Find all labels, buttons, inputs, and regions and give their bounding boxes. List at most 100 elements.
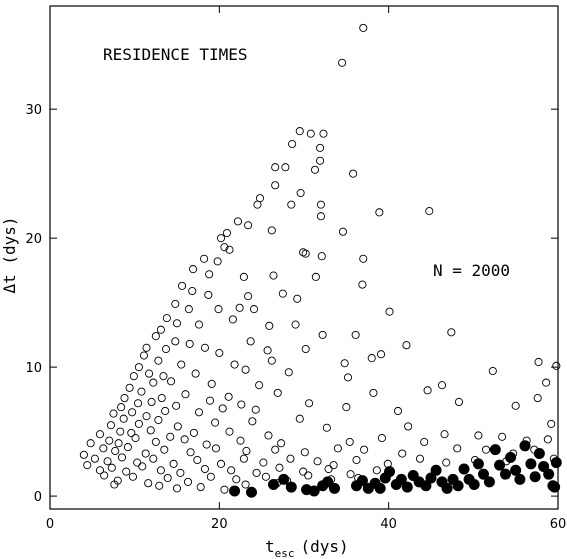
open-data-point — [128, 472, 138, 481]
open-data-point — [533, 394, 542, 403]
open-data-point — [351, 330, 360, 339]
open-data-point — [338, 227, 347, 236]
open-data-point — [181, 390, 190, 399]
open-data-point — [271, 181, 280, 190]
open-data-point — [105, 436, 114, 445]
open-data-point — [345, 437, 354, 446]
open-data-point — [239, 454, 248, 463]
open-data-point — [252, 468, 261, 477]
open-data-point — [246, 337, 255, 346]
open-data-point — [220, 485, 229, 494]
filled-data-point — [468, 478, 480, 490]
open-circle-series — [79, 23, 561, 494]
filled-data-point — [452, 480, 464, 492]
open-data-point — [342, 403, 351, 412]
open-data-point — [305, 399, 314, 408]
open-data-point — [230, 360, 239, 369]
filled-data-point — [356, 475, 368, 487]
open-data-point — [144, 479, 153, 488]
open-data-point — [244, 292, 253, 301]
filled-data-point — [441, 482, 453, 494]
open-data-point — [161, 345, 171, 354]
open-data-point — [442, 458, 451, 467]
x-tick-label: 20 — [211, 517, 228, 532]
open-data-point — [359, 23, 368, 32]
open-data-point — [200, 464, 209, 474]
open-data-point — [178, 281, 187, 290]
open-data-point — [107, 463, 116, 472]
open-data-point — [134, 363, 143, 372]
open-data-point — [156, 466, 165, 475]
open-data-point — [248, 417, 257, 426]
open-data-point — [324, 464, 333, 474]
open-data-point — [116, 427, 125, 436]
open-data-point — [319, 129, 328, 138]
open-data-point — [194, 408, 204, 417]
open-data-point — [333, 444, 342, 453]
open-data-point — [160, 445, 169, 454]
open-data-point — [134, 399, 143, 408]
x-axis-title: tesc (dys) — [265, 537, 349, 559]
filled-data-point — [430, 464, 442, 476]
open-data-point — [360, 445, 369, 454]
open-data-point — [316, 143, 325, 152]
open-data-point — [511, 401, 520, 410]
open-data-point — [241, 365, 250, 374]
open-data-point — [425, 207, 434, 216]
open-data-point — [398, 449, 407, 458]
open-data-point — [296, 188, 305, 198]
open-data-point — [293, 294, 302, 303]
open-data-point — [447, 328, 456, 337]
open-data-point — [311, 272, 320, 281]
open-data-point — [205, 396, 215, 405]
annotation-n: N = 2000 — [433, 261, 510, 280]
open-data-point — [349, 169, 358, 178]
x-tick-label: 40 — [380, 517, 397, 532]
open-data-point — [189, 428, 198, 437]
open-data-point — [369, 388, 378, 397]
open-data-point — [119, 414, 128, 423]
open-data-point — [225, 245, 234, 254]
open-data-point — [543, 435, 552, 444]
open-data-point — [114, 439, 123, 448]
open-data-point — [310, 165, 320, 174]
open-data-point — [316, 212, 325, 221]
filled-data-point — [505, 451, 517, 463]
open-data-point — [127, 428, 136, 437]
open-data-point — [255, 381, 264, 390]
open-data-point — [117, 453, 127, 462]
open-data-point — [216, 234, 226, 243]
open-data-point — [235, 303, 244, 312]
open-data-point — [186, 448, 195, 457]
open-data-point — [377, 434, 386, 443]
open-data-point — [281, 163, 290, 172]
open-data-point — [239, 272, 248, 281]
open-data-point — [236, 436, 245, 445]
open-data-point — [206, 472, 215, 481]
open-data-point — [367, 354, 376, 363]
filled-data-point — [374, 482, 386, 494]
filled-data-point — [268, 478, 280, 490]
open-data-point — [286, 454, 295, 463]
open-data-point — [359, 254, 368, 263]
open-data-point — [304, 471, 313, 480]
filled-data-point — [278, 473, 290, 485]
open-data-point — [117, 403, 126, 412]
open-data-point — [316, 200, 325, 209]
x-tick-label: 0 — [46, 517, 54, 532]
open-data-point — [180, 435, 189, 444]
open-data-point — [90, 454, 99, 463]
open-data-point — [253, 200, 262, 209]
open-data-point — [376, 350, 386, 359]
y-tick-label: 10 — [25, 361, 42, 376]
filled-data-point — [229, 485, 241, 497]
open-data-point — [100, 471, 109, 480]
filled-data-point — [538, 460, 550, 472]
open-data-point — [322, 423, 331, 432]
y-tick-label: 20 — [25, 232, 42, 247]
filled-data-point — [285, 481, 297, 493]
open-data-point — [172, 484, 182, 493]
open-data-point — [138, 462, 147, 471]
plot-frame — [49, 5, 559, 510]
